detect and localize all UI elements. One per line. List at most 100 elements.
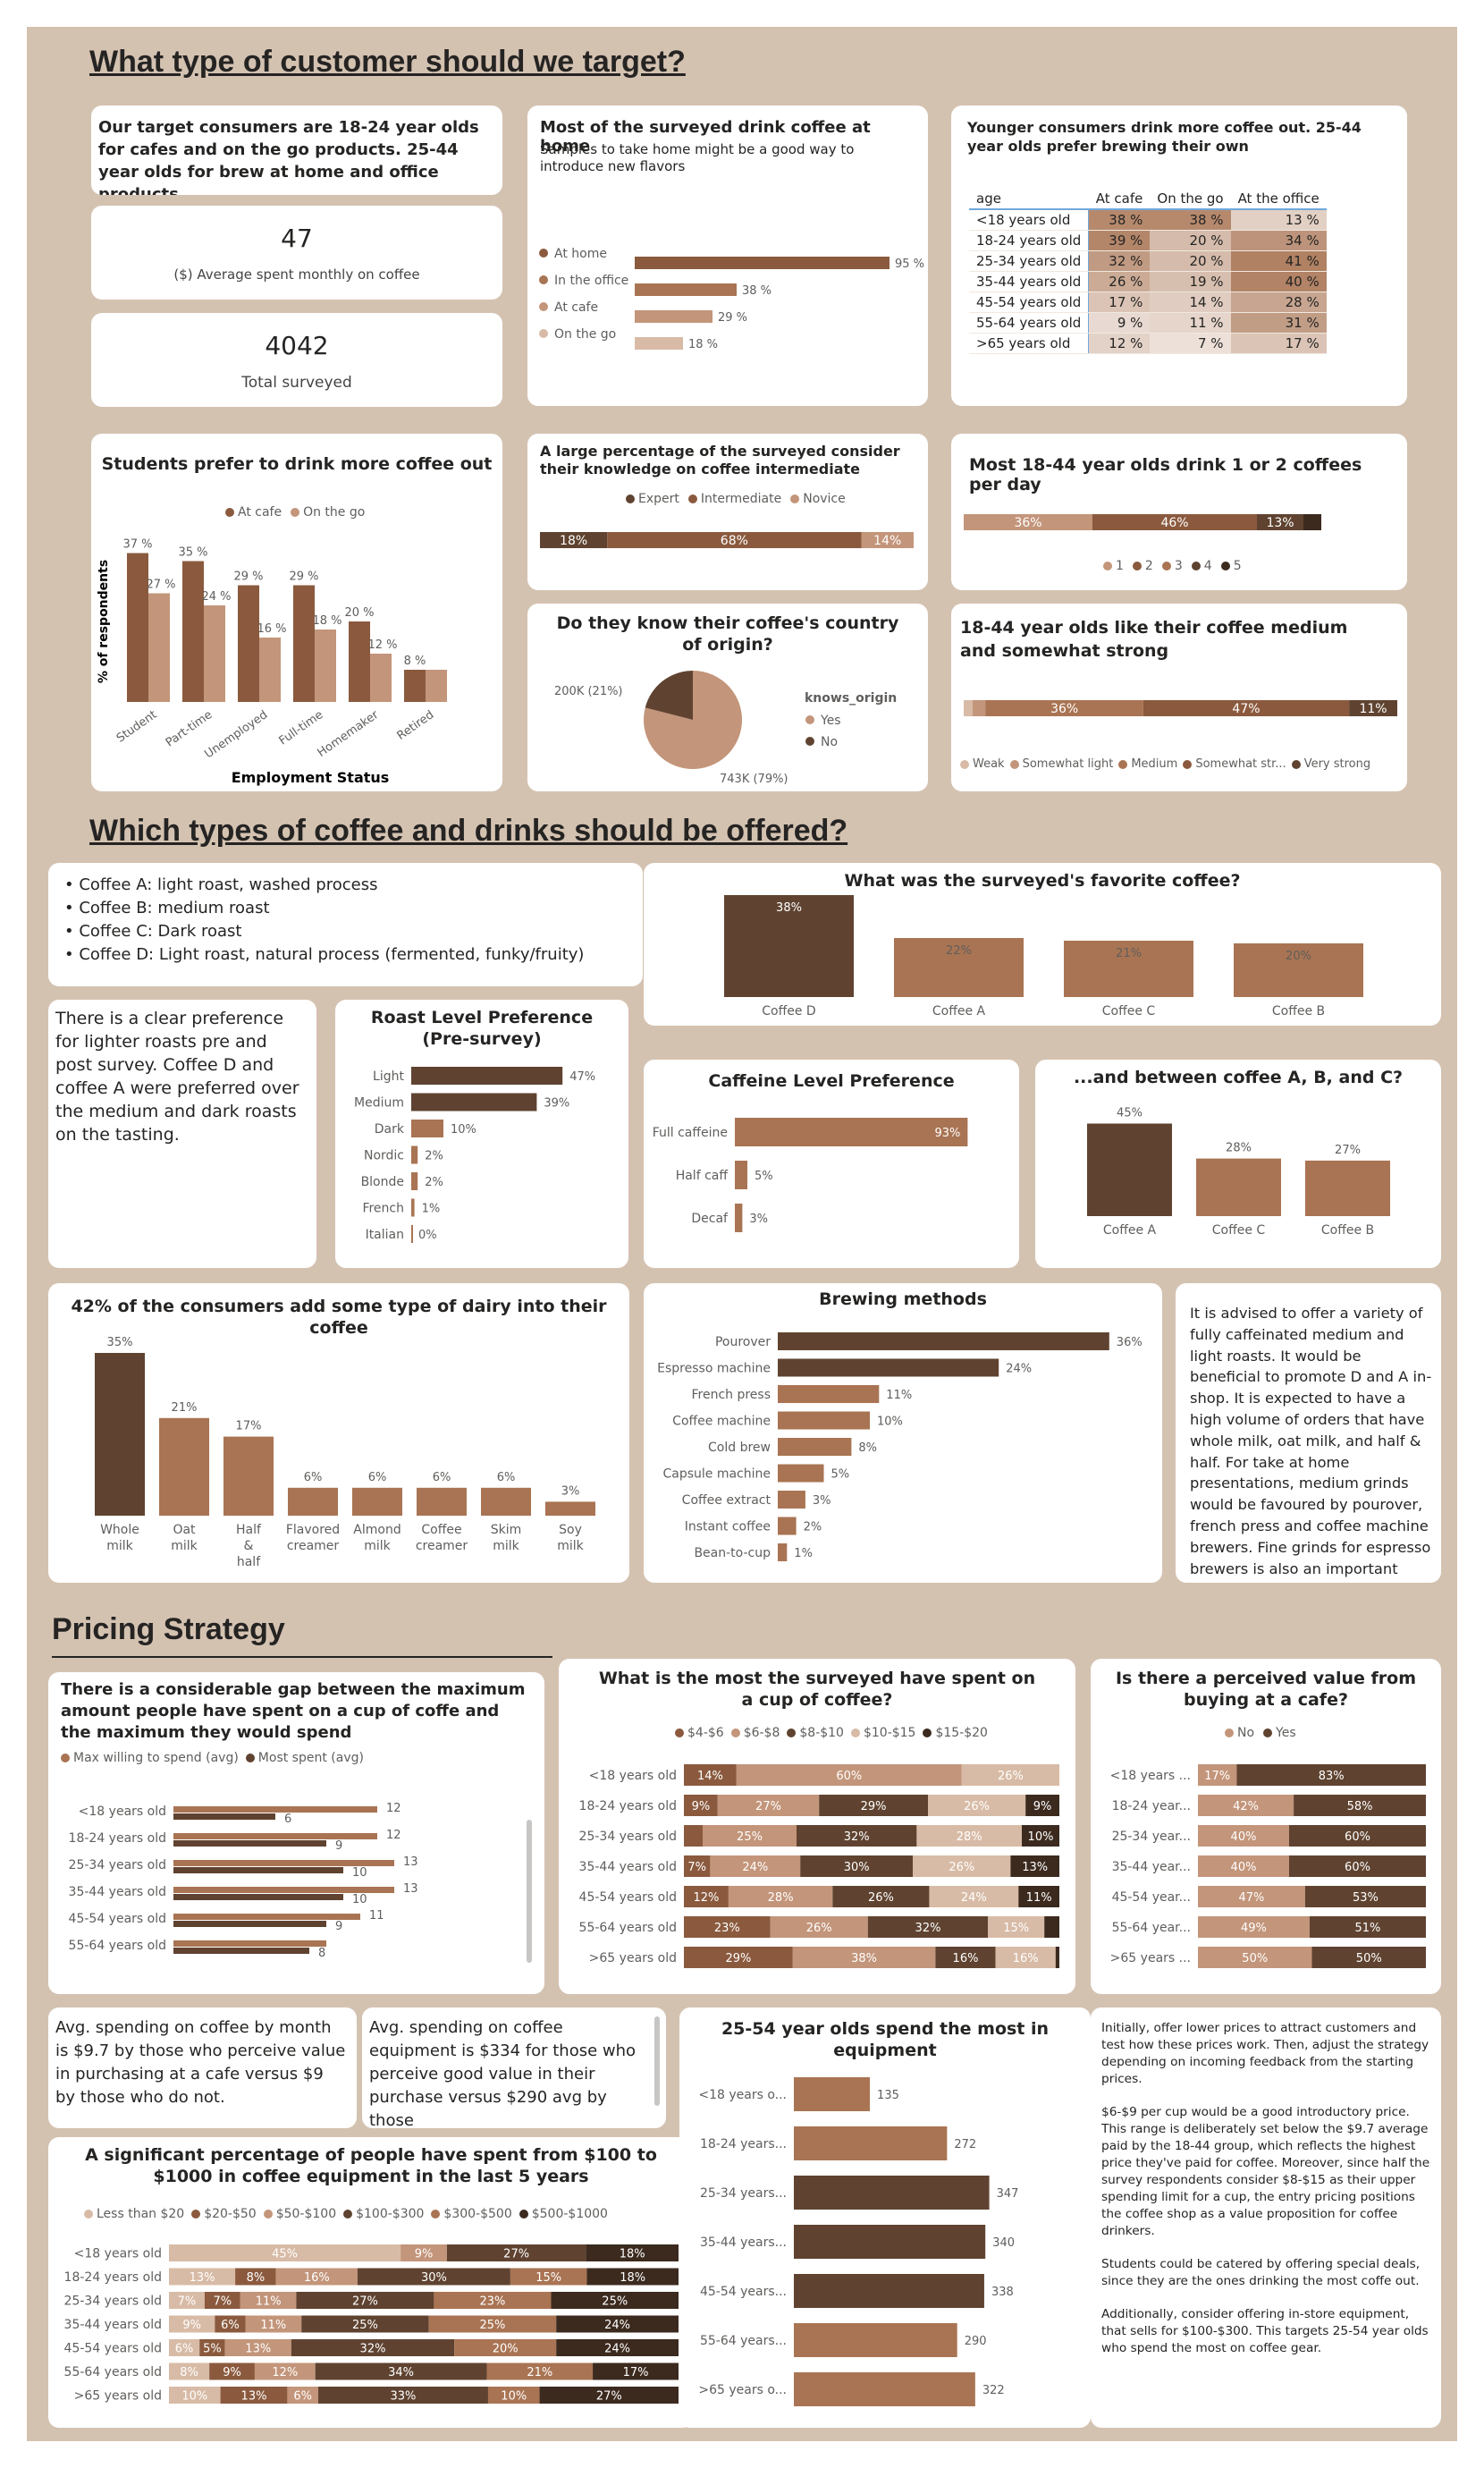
- students-bar-go: [315, 630, 336, 702]
- matrix-header[interactable]: At cafe: [1088, 189, 1151, 210]
- advice-text: It is advised to offer a variety of full…: [1190, 1305, 1432, 1583]
- equip-pct-segment: [510, 2268, 587, 2286]
- students-xtick: Full-time: [277, 708, 326, 748]
- equip-pct-segment-label: 16%: [304, 2271, 330, 2285]
- students-bar-go: [148, 593, 170, 702]
- matrix-header[interactable]: age: [969, 189, 1089, 210]
- caffeine-value-label: 93%: [934, 1127, 960, 1140]
- mostcup-segment: [684, 1825, 703, 1847]
- equip-pct-segment-label: 23%: [479, 2295, 505, 2309]
- mostcup-segment-label: 26%: [998, 1770, 1024, 1783]
- spend-equip-scrollbar[interactable]: [654, 2016, 660, 2106]
- valuecafe-segment: [1236, 1764, 1426, 1786]
- strength-legend-item[interactable]: Somewhat str...: [1183, 757, 1286, 771]
- matrix-age: >65 years old: [969, 333, 1090, 354]
- mostcup-segment: [1018, 1886, 1059, 1907]
- gap-bar-most: [173, 1867, 343, 1873]
- students-legend-item[interactable]: On the go: [291, 505, 365, 520]
- mostcup-legend-item[interactable]: $10-$15: [850, 1726, 915, 1740]
- knowledge-segment-label: 68%: [721, 534, 748, 548]
- equip-pct-legend-item[interactable]: $50-$100: [263, 2207, 336, 2221]
- kpi-total-card: 4042 Total surveyed: [91, 313, 502, 407]
- strength-legend-item[interactable]: Very strong: [1291, 757, 1370, 771]
- equip-age-ytick: 45-54 years...: [700, 2285, 787, 2299]
- roast-ytick: Light: [373, 1069, 404, 1084]
- equip-age-ytick: 25-34 years...: [700, 2186, 787, 2201]
- equip-pct-legend-item[interactable]: $500-$1000: [519, 2207, 608, 2221]
- legend-dot: [1009, 759, 1019, 769]
- origin-slice-label: 200K (21%): [554, 685, 623, 698]
- mostcup-legend-item[interactable]: $6-$8: [730, 1726, 780, 1740]
- cups-legend-item[interactable]: 3: [1161, 559, 1183, 573]
- roast-bar: [411, 1093, 537, 1111]
- equip-pct-segment-label: 13%: [241, 2390, 267, 2404]
- legend-label: $20-$50: [204, 2207, 257, 2221]
- matrix-cell: 20 %: [1150, 250, 1231, 272]
- equip-age-bar: [794, 2225, 986, 2259]
- valuecafe-segment: [1289, 1855, 1426, 1877]
- cups-legend-item[interactable]: 2: [1132, 559, 1153, 573]
- valuecafe-legend-item[interactable]: No: [1225, 1726, 1254, 1740]
- cups-card: Most 18-44 year olds drink 1 or 2 coffee…: [951, 434, 1407, 590]
- equip-pct-segment-label: 6%: [221, 2319, 240, 2332]
- brewing-bar: [778, 1438, 852, 1456]
- favorite-bar: [894, 938, 1024, 997]
- equip-pct-legend-item[interactable]: $300-$500: [431, 2207, 512, 2221]
- matrix-row: <18 years old 38 % 38 % 13 %: [969, 209, 1327, 231]
- roast-card: Roast Level Preference (Pre-survey) Ligh…: [335, 1000, 628, 1268]
- legend-label: Max willing to spend (avg): [73, 1751, 239, 1765]
- strength-legend-item[interactable]: Weak: [960, 757, 1005, 771]
- gap-legend-item[interactable]: Max willing to spend (avg): [61, 1751, 239, 1765]
- dairy-value-label: 6%: [304, 1471, 323, 1484]
- legend-dot: [343, 2210, 353, 2219]
- cups-legend-item[interactable]: 4: [1191, 559, 1212, 573]
- matrix-header[interactable]: On the go: [1150, 189, 1231, 210]
- equip-pct-segment: [169, 2315, 215, 2333]
- brewing-value-label: 10%: [877, 1416, 903, 1429]
- gap-ytick: 45-54 years old: [69, 1912, 166, 1926]
- knowledge-legend-item[interactable]: Intermediate: [687, 492, 781, 506]
- strength-legend-item[interactable]: Medium: [1118, 757, 1177, 771]
- legend-label: Yes: [1276, 1726, 1296, 1740]
- mostcup-segment: [792, 1947, 936, 1968]
- cups-legend-item[interactable]: 1: [1103, 559, 1124, 573]
- mostcup-legend-item[interactable]: $15-$20: [923, 1726, 988, 1740]
- strength-legend-item[interactable]: Somewhat light: [1009, 757, 1113, 771]
- favorite-card: What was the surveyed's favorite coffee?…: [644, 863, 1441, 1026]
- equip-age-bar: [794, 2126, 948, 2160]
- students-legend-item[interactable]: At cafe: [225, 505, 282, 520]
- mostcup-segment-label: 25%: [737, 1830, 763, 1844]
- coffees-list: • Coffee A: light roast, washed process •…: [64, 874, 634, 967]
- dairy-xtick: Skim: [491, 1523, 522, 1537]
- equip-pct-segment: [204, 2292, 240, 2309]
- origin-title: Do they know their coffee's country of o…: [556, 613, 899, 655]
- equip-pct-legend-item[interactable]: $20-$50: [191, 2207, 257, 2221]
- legend-dot: [1191, 562, 1201, 571]
- equip-pct-segment-label: 7%: [178, 2295, 197, 2309]
- cups-legend-item[interactable]: 5: [1220, 559, 1242, 573]
- equip-pct-legend-item[interactable]: $100-$300: [343, 2207, 424, 2221]
- students-bar-go: [204, 605, 225, 702]
- gap-legend-item[interactable]: Most spent (avg): [245, 1751, 364, 1765]
- mostcup-legend-item[interactable]: $4-$6: [675, 1726, 724, 1740]
- where-legend-label: At home: [554, 247, 607, 261]
- gap-scrollbar[interactable]: [527, 1820, 532, 1963]
- mostcup-legend-item[interactable]: $8-$10: [787, 1726, 844, 1740]
- valuecafe-legend-item[interactable]: Yes: [1263, 1726, 1296, 1740]
- knowledge-legend-item[interactable]: Expert: [626, 492, 679, 506]
- matrix-header[interactable]: At the office: [1230, 189, 1327, 210]
- valuecafe-segment: [1198, 1855, 1289, 1877]
- equip-pct-segment-label: 8%: [247, 2271, 266, 2285]
- equip-pct-segment-label: 9%: [223, 2366, 241, 2379]
- valuecafe-ytick: 18-24 year...: [1112, 1799, 1191, 1813]
- equip-pct-segment-label: 6%: [293, 2390, 312, 2404]
- roast-bar: [411, 1198, 415, 1217]
- legend-dot: [850, 1728, 860, 1737]
- knowledge-legend-item[interactable]: Novice: [790, 492, 846, 506]
- cups-segment-label: 46%: [1160, 516, 1188, 530]
- favorite-xtick: Coffee A: [932, 1004, 986, 1018]
- valuecafe-segment: [1198, 1825, 1289, 1847]
- mostcup-card: What is the most the surveyed have spent…: [559, 1659, 1075, 1994]
- matrix-row: 18-24 years old 39 % 20 % 34 %: [969, 230, 1327, 251]
- equip-pct-legend-item[interactable]: Less than $20: [84, 2207, 184, 2221]
